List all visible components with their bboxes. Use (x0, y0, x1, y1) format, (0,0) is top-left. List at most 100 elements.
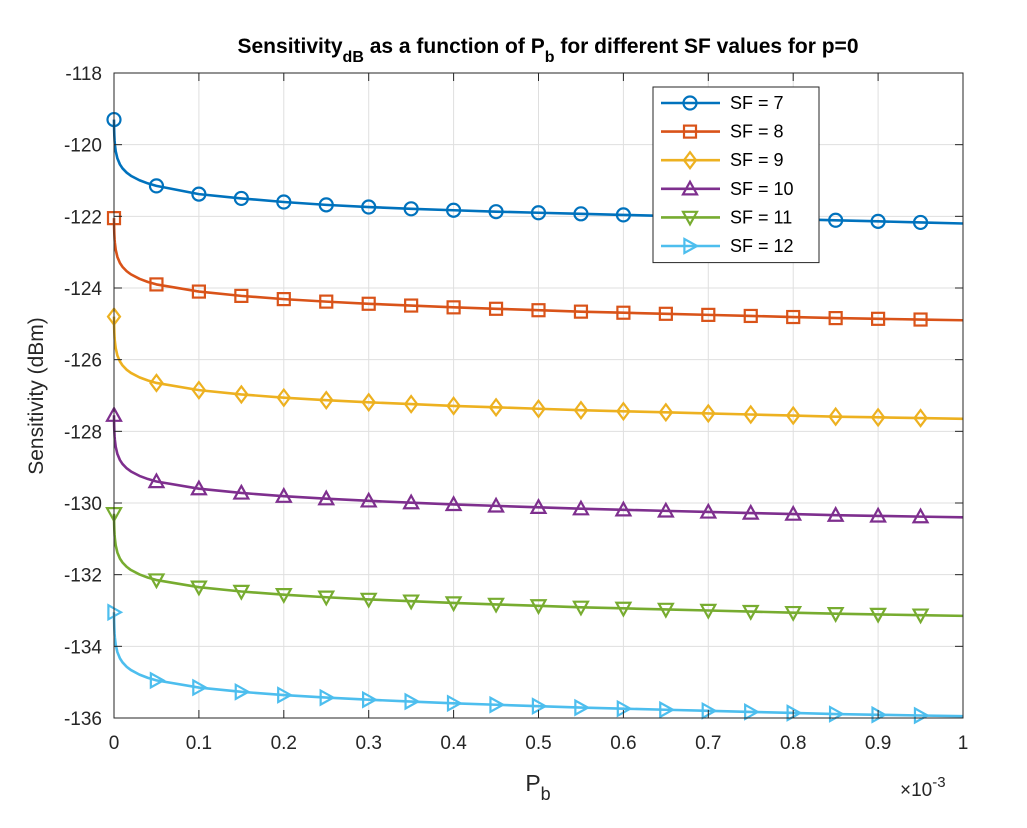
x-tick-label: 0.1 (186, 733, 212, 754)
y-tick-label: -120 (64, 136, 102, 157)
legend: SF = 7 SF = 8 SF = 9 SF = 10 SF = 11 SF = 12 (652, 86, 820, 264)
data-point (614, 601, 633, 618)
data-point (658, 306, 673, 321)
data-point (487, 597, 505, 614)
legend-marker (682, 150, 698, 171)
data-point (572, 499, 590, 516)
data-point (147, 472, 166, 489)
data-point (233, 190, 249, 207)
x-tick-labels: 0 0.1 0.2 0.3 0.4 0.5 0.6 0.7 0.8 0.9 1 (109, 733, 969, 754)
title-sub: dB (343, 49, 364, 66)
data-point (615, 207, 632, 223)
data-point (656, 501, 675, 518)
legend-label: SF = 8 (730, 122, 784, 142)
data-point (318, 390, 334, 410)
data-point (234, 682, 251, 701)
data-point (659, 700, 676, 719)
data-point (191, 284, 206, 299)
x-axis-label: Pb (525, 770, 550, 804)
data-point (488, 301, 504, 316)
data-point (743, 404, 759, 425)
data-point (361, 296, 376, 311)
data-point (318, 197, 334, 213)
x-axis-label-sub: b (541, 784, 551, 804)
x-multiplier-base: ×10 (900, 780, 932, 801)
y-tick-label: -122 (64, 207, 102, 228)
data-point (701, 701, 718, 720)
y-tick-label: -126 (64, 351, 102, 372)
data-point (190, 580, 208, 597)
data-point (487, 496, 505, 513)
data-point (234, 288, 249, 303)
data-point (870, 407, 886, 428)
x-tick-label: 0.4 (440, 733, 467, 754)
legend-box (652, 86, 820, 264)
data-point (573, 400, 589, 421)
y-tick-label: -132 (64, 566, 102, 587)
data-point (276, 387, 292, 408)
data-point (828, 311, 843, 326)
legend-marker (682, 124, 698, 139)
data-point (658, 402, 674, 423)
data-point (446, 300, 461, 315)
data-point (107, 603, 124, 622)
data-point (403, 201, 419, 217)
data-point (826, 607, 845, 623)
data-point (317, 590, 336, 607)
data-point (232, 483, 251, 500)
data-point (616, 699, 633, 718)
data-point (701, 307, 716, 322)
data-point (573, 304, 589, 319)
data-point (488, 397, 504, 418)
data-point (191, 380, 207, 400)
data-point (489, 695, 506, 714)
data-point (402, 493, 421, 510)
data-point (531, 697, 548, 716)
data-point (531, 398, 546, 419)
data-point (826, 505, 845, 522)
tick-marks (113, 72, 964, 719)
legend-item: SF = 9 (661, 150, 784, 170)
legend-marker (681, 179, 699, 196)
legend-label: SF = 11 (730, 207, 792, 227)
legend-item: SF = 11 (661, 207, 792, 227)
legend-label: SF = 9 (730, 150, 784, 170)
x-tick-label: 0.8 (780, 733, 806, 754)
data-point (911, 507, 930, 524)
x-tick-label: 0.9 (865, 733, 891, 754)
data-point (359, 592, 378, 609)
chart-title: SensitivitydB as a function of Pb for di… (238, 35, 859, 66)
data-point (446, 396, 461, 416)
data-point (529, 599, 548, 616)
data-point (274, 588, 293, 604)
title-prefix: Sensitivity (238, 35, 343, 58)
data-point (192, 678, 209, 697)
data-point (362, 690, 378, 709)
data-point (656, 602, 675, 619)
x-tick-label: 0.7 (695, 733, 721, 754)
legend-item: SF = 8 (661, 122, 784, 142)
title-suffix: for different SF values for p=0 (555, 35, 859, 58)
data-point (784, 605, 803, 622)
data-point (743, 308, 758, 324)
data-point (149, 373, 164, 393)
data-point (274, 486, 293, 503)
data-point (870, 213, 886, 229)
x-multiplier-exp: -3 (932, 774, 945, 791)
data-point (444, 495, 463, 512)
title-sub2: b (545, 49, 555, 66)
data-point (869, 607, 887, 624)
data-point (190, 479, 208, 496)
y-tick-label: -136 (64, 709, 102, 730)
x-tick-label: 0 (109, 733, 120, 754)
data-point (444, 596, 463, 613)
data-point (616, 401, 631, 422)
data-point (529, 498, 548, 515)
data-point (869, 506, 887, 523)
data-point (572, 600, 590, 617)
legend-label: SF = 10 (730, 179, 794, 199)
data-point (233, 384, 249, 405)
legend-label: SF = 12 (730, 236, 794, 256)
data-point (911, 608, 930, 625)
